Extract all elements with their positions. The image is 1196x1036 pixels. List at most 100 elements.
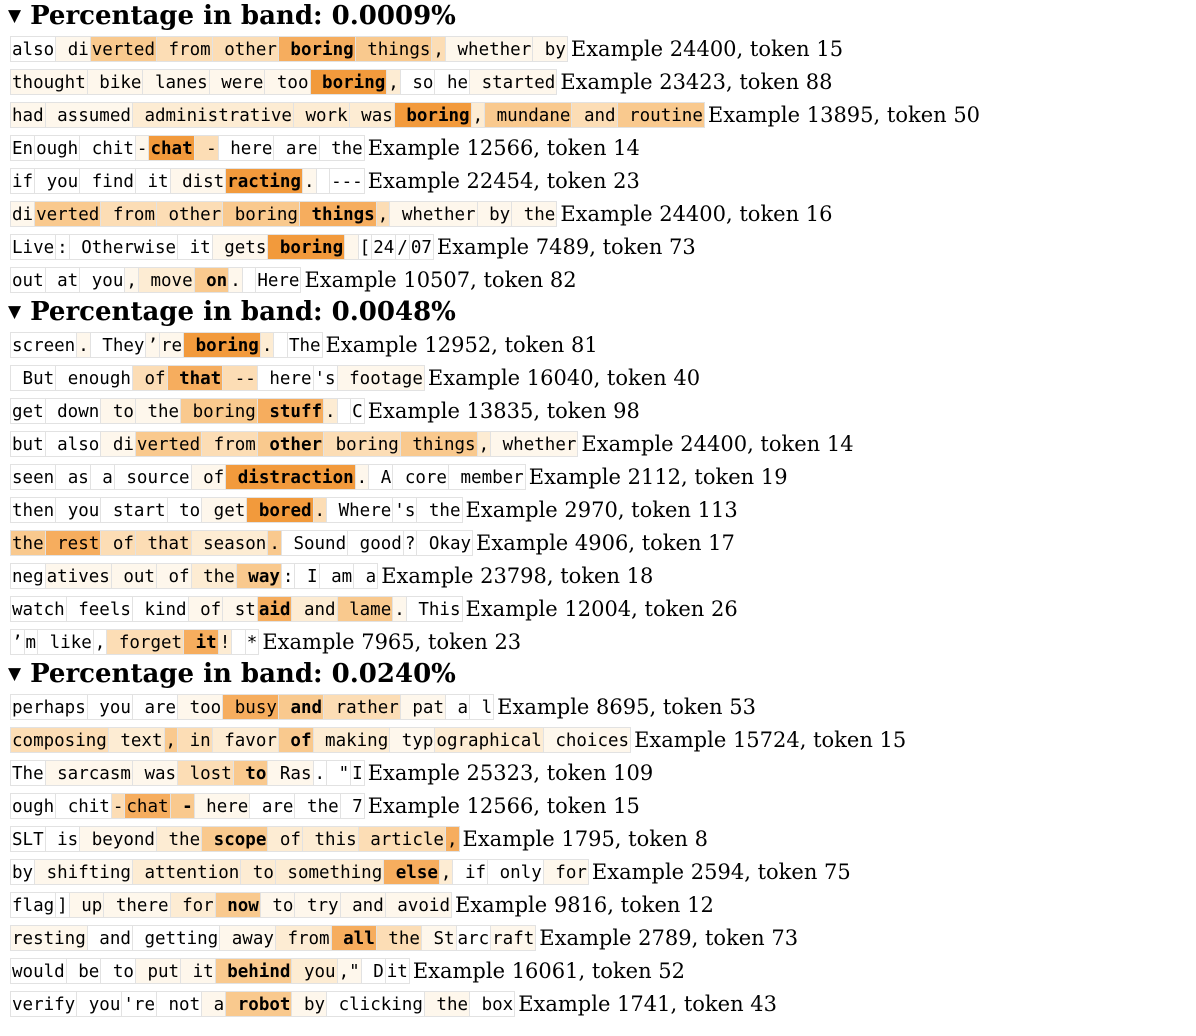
token: 's bbox=[392, 496, 418, 523]
example-row: screen. They’ re boring. The Example 12952… bbox=[10, 328, 1196, 361]
token-snippet: get down to the boring stuff. C bbox=[10, 397, 365, 424]
token: attention bbox=[131, 858, 242, 885]
example-label: Example 1795, token 8 bbox=[462, 826, 708, 851]
section-header[interactable]: ▼ Percentage in band: 0.0240% bbox=[8, 658, 1196, 690]
token: lost bbox=[177, 759, 234, 786]
section-header[interactable]: ▼ Percentage in band: 0.0048% bbox=[8, 296, 1196, 328]
token-snippet: out at you, move on. Here bbox=[10, 266, 302, 293]
token: screen bbox=[10, 331, 78, 358]
token: of bbox=[190, 463, 227, 490]
token: to bbox=[240, 858, 276, 885]
example-label: Example 24400, token 14 bbox=[581, 431, 854, 456]
disclosure-triangle-icon[interactable]: ▼ bbox=[8, 664, 22, 684]
token: from bbox=[155, 35, 213, 62]
token: 24 bbox=[371, 233, 397, 260]
token: not bbox=[155, 990, 203, 1017]
example-label: Example 10507, token 82 bbox=[304, 267, 577, 292]
token: also bbox=[10, 35, 57, 62]
token: di bbox=[55, 35, 91, 62]
token: the bbox=[318, 134, 365, 161]
token: here bbox=[217, 134, 275, 161]
token-snippet: also di verted from other boring things, … bbox=[10, 35, 568, 62]
token: . bbox=[312, 759, 328, 786]
example-label: Example 7965, token 23 bbox=[262, 629, 522, 654]
highlighted-token: bored bbox=[246, 496, 314, 523]
token: ] bbox=[55, 891, 70, 918]
token bbox=[315, 167, 331, 194]
token: - bbox=[193, 134, 219, 161]
example-row: En ough chit - chat - here are the Example 1… bbox=[10, 131, 1196, 164]
token: thought bbox=[10, 68, 88, 95]
section-title: Percentage in band: 0.0240% bbox=[30, 659, 456, 689]
token: typ bbox=[389, 726, 436, 753]
token: you bbox=[86, 693, 133, 720]
token: is bbox=[44, 825, 81, 852]
token: Here bbox=[255, 266, 302, 293]
disclosure-triangle-icon[interactable]: ▼ bbox=[8, 6, 22, 26]
token: . bbox=[312, 496, 328, 523]
example-label: Example 22454, token 23 bbox=[367, 168, 640, 193]
token: down bbox=[44, 397, 102, 424]
token: like bbox=[37, 628, 94, 655]
section-header[interactable]: ▼ Percentage in band: 0.0009% bbox=[8, 0, 1196, 32]
token: perhaps bbox=[10, 693, 88, 720]
example-label: Example 7489, token 73 bbox=[436, 234, 696, 259]
highlighted-token: racting bbox=[225, 167, 303, 194]
token: [ bbox=[357, 233, 373, 260]
token: you bbox=[76, 990, 123, 1017]
token bbox=[273, 331, 288, 358]
highlighted-token: distraction bbox=[225, 463, 356, 490]
token: En bbox=[10, 134, 36, 161]
example-row: neg atives out of the way: I am a Example … bbox=[10, 559, 1196, 592]
example-label: Example 12566, token 15 bbox=[367, 793, 640, 818]
example-label: Example 13895, token 50 bbox=[707, 102, 981, 127]
token: you bbox=[55, 496, 102, 523]
token-snippet: perhaps you are too busy and rather pat … bbox=[10, 693, 495, 720]
token: too bbox=[177, 693, 224, 720]
example-label: Example 2112, token 19 bbox=[528, 464, 788, 489]
token: you bbox=[79, 266, 126, 293]
example-row: also di verted from other boring things, … bbox=[10, 32, 1196, 65]
token: , bbox=[431, 35, 446, 62]
token: , bbox=[476, 430, 492, 457]
token: if bbox=[452, 858, 489, 885]
highlighted-token: other bbox=[256, 430, 325, 457]
token: start bbox=[100, 496, 168, 523]
example-label: Example 24400, token 15 bbox=[570, 36, 844, 61]
token: feels bbox=[65, 595, 133, 622]
token: m bbox=[23, 628, 39, 655]
example-row: get down to the boring stuff. C Example 1… bbox=[10, 394, 1196, 427]
token: Ras bbox=[267, 759, 314, 786]
token-snippet: But enough of that -- here's footage bbox=[10, 364, 425, 391]
token: a bbox=[445, 693, 471, 720]
token: favor bbox=[211, 726, 279, 753]
token: rest bbox=[44, 529, 102, 556]
token: were bbox=[208, 68, 266, 95]
example-row: SLT is beyond the scope of this article,… bbox=[10, 822, 1196, 855]
token: season bbox=[190, 529, 269, 556]
token-snippet: flag] up there for now to try and avoid bbox=[10, 891, 452, 918]
example-row: ’ m like, forget it! * Example 7965, token… bbox=[10, 625, 1196, 658]
token: good bbox=[347, 529, 404, 556]
token: . bbox=[228, 266, 243, 293]
token: , bbox=[438, 858, 454, 885]
token: I bbox=[350, 759, 365, 786]
token: be bbox=[65, 957, 102, 984]
example-row: then you start to get bored. Where's the… bbox=[10, 493, 1196, 526]
highlighted-token: boring bbox=[393, 101, 472, 128]
token: he bbox=[434, 68, 471, 95]
example-row: But enough of that -- here's footage Exam… bbox=[10, 361, 1196, 394]
token: article bbox=[357, 825, 446, 852]
highlighted-token: chat bbox=[148, 134, 195, 161]
disclosure-triangle-icon[interactable]: ▼ bbox=[8, 302, 22, 322]
token: by bbox=[10, 858, 36, 885]
token: avoid bbox=[384, 891, 452, 918]
example-label: Example 12952, token 81 bbox=[325, 332, 598, 357]
token bbox=[344, 233, 359, 260]
token: the bbox=[511, 200, 558, 227]
example-label: Example 15724, token 15 bbox=[634, 727, 907, 752]
example-label: Example 8695, token 53 bbox=[497, 694, 756, 719]
token-snippet: ’ m like, forget it! * bbox=[10, 628, 260, 655]
token: Okay bbox=[416, 529, 474, 556]
token: verify bbox=[10, 990, 78, 1017]
